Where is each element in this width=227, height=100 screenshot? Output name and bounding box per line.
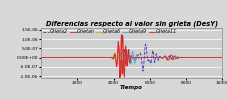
- Grieta6: [221, 57, 224, 58]
- Grietan: [221, 57, 224, 58]
- Grieta6: [39, 57, 42, 58]
- Grieta6: [109, 57, 112, 58]
- Grieta11: [123, 77, 126, 78]
- X-axis label: Tiempo: Tiempo: [120, 86, 143, 90]
- Legend: Grieta2, Grietan, Grieta6, Grieta9, Grieta11: Grieta2, Grietan, Grieta6, Grieta9, Grie…: [43, 29, 177, 34]
- Grieta11: [71, 57, 74, 58]
- Grieta11: [117, 45, 120, 47]
- Line: Grietan: Grietan: [41, 35, 222, 80]
- Grieta2: [39, 57, 42, 58]
- Grieta9: [71, 57, 74, 58]
- Grieta9: [109, 57, 112, 58]
- Grieta11: [218, 57, 220, 58]
- Grieta6: [60, 57, 63, 58]
- Grieta2: [198, 57, 201, 58]
- Grieta9: [117, 57, 120, 58]
- Grieta6: [218, 57, 220, 58]
- Grieta9: [218, 57, 220, 58]
- Grieta2: [144, 44, 147, 45]
- Grieta11: [221, 57, 224, 58]
- Grieta9: [60, 57, 63, 58]
- Grietan: [118, 79, 121, 80]
- Grieta2: [142, 71, 144, 72]
- Grietan: [71, 57, 74, 58]
- Grieta2: [71, 57, 74, 58]
- Grieta2: [117, 57, 120, 58]
- Grietan: [198, 57, 201, 58]
- Grieta6: [71, 57, 74, 58]
- Grietan: [39, 57, 42, 58]
- Line: Grieta2: Grieta2: [41, 44, 222, 71]
- Line: Grieta9: Grieta9: [41, 49, 222, 66]
- Grieta2: [60, 57, 63, 58]
- Grieta11: [109, 57, 112, 58]
- Grieta6: [115, 62, 117, 63]
- Grieta6: [116, 53, 119, 54]
- Grieta11: [39, 57, 42, 58]
- Grietan: [109, 57, 112, 58]
- Grietan: [120, 34, 123, 35]
- Grieta2: [221, 57, 224, 58]
- Grieta9: [126, 65, 128, 66]
- Grietan: [218, 57, 220, 58]
- Line: Grieta11: Grieta11: [41, 35, 222, 77]
- Grieta9: [39, 57, 42, 58]
- Grieta9: [128, 49, 130, 50]
- Grieta2: [218, 57, 220, 58]
- Grieta11: [198, 57, 201, 58]
- Line: Grieta6: Grieta6: [41, 54, 222, 62]
- Grietan: [60, 57, 63, 58]
- Grieta2: [109, 57, 112, 58]
- Grieta9: [221, 57, 224, 58]
- Grieta11: [121, 34, 124, 36]
- Grieta6: [117, 55, 120, 56]
- Grieta6: [198, 57, 201, 58]
- Grietan: [117, 41, 120, 42]
- Title: Diferencias respecto al valor sin grieta (DesY): Diferencias respecto al valor sin grieta…: [46, 21, 218, 27]
- Grieta9: [198, 57, 201, 58]
- Grieta11: [60, 57, 63, 58]
